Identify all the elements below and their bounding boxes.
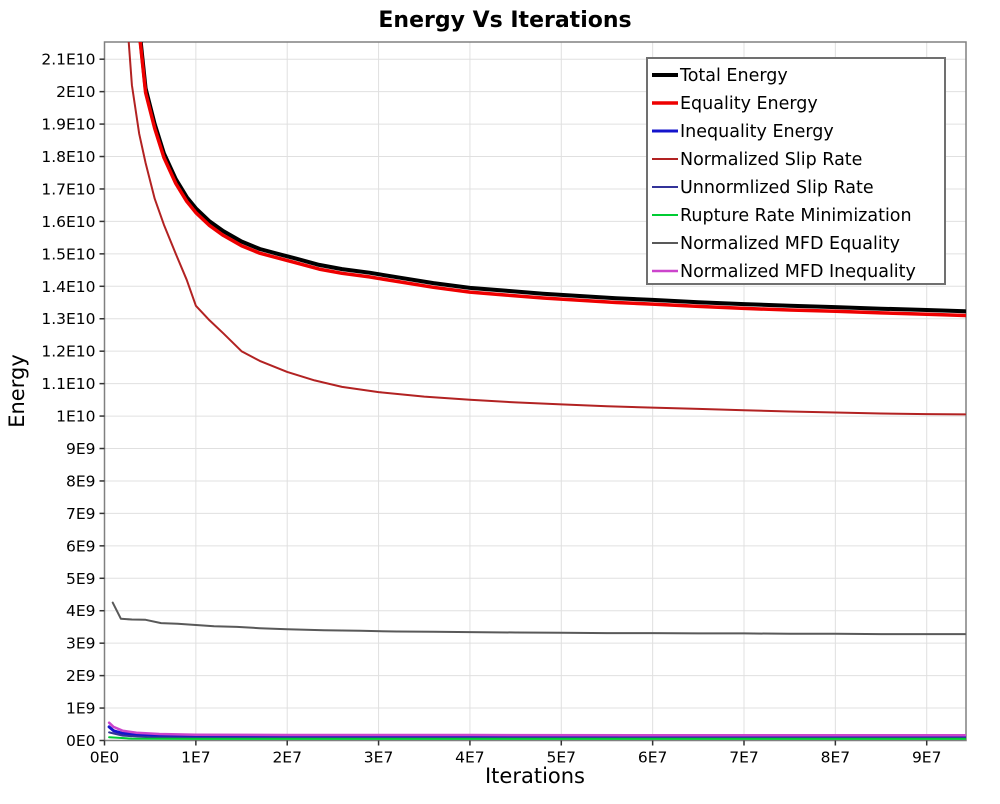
y-tick-label: 2E10 [56, 83, 95, 101]
legend-label-unnormlized-slip-rate: Unnormlized Slip Rate [680, 178, 874, 198]
legend-label-normalized-mfd-inequality: Normalized MFD Inequality [680, 262, 916, 282]
y-tick-label: 7E9 [66, 505, 96, 523]
y-tick-label: 4E9 [66, 602, 96, 620]
y-tick-label: 1.3E10 [41, 310, 95, 328]
axis-ticks [99, 58, 928, 746]
legend-label-equality-energy: Equality Energy [680, 94, 818, 114]
legend-label-total-energy: Total Energy [679, 66, 788, 86]
y-tick-label: 1E10 [56, 408, 95, 426]
x-tick-label: 0E0 [90, 749, 120, 767]
y-tick-label: 5E9 [66, 570, 96, 588]
y-tick-label: 1.7E10 [41, 180, 95, 198]
legend-item-rupture-rate-minimization: Rupture Rate Minimization [652, 206, 912, 226]
legend-label-inequality-energy: Inequality Energy [680, 122, 834, 142]
y-tick-label: 1.9E10 [41, 116, 95, 134]
y-tick-label: 8E9 [66, 472, 96, 490]
x-tick-label: 5E7 [547, 749, 577, 767]
x-tick-label: 7E7 [729, 749, 759, 767]
y-tick-label: 1.1E10 [41, 375, 95, 393]
legend-item-total-energy: Total Energy [652, 66, 788, 86]
series-line-equality-energy [138, 42, 966, 318]
x-tick-label: 4E7 [455, 749, 485, 767]
legend: Total Energy Equality Energy Inequality En… [646, 57, 946, 285]
y-axis-label: Energy [5, 354, 29, 428]
plot-border [103, 41, 967, 742]
legend-item-normalized-slip-rate: Normalized Slip Rate [652, 150, 862, 170]
legend-label-normalized-slip-rate: Normalized Slip Rate [680, 150, 862, 170]
x-axis-label: Iterations [485, 764, 585, 788]
y-tick-label: 2.1E10 [41, 51, 95, 69]
axis-tick-labels: 0E0 1E7 2E7 3E7 4E7 5E7 6E7 7E7 8E7 9E7 0E0 1E9 2E9 3… [41, 51, 941, 767]
series-line-normalized-mfd-inequality [107, 721, 966, 737]
x-tick-label: 8E7 [821, 749, 851, 767]
x-tick-label: 1E7 [181, 749, 211, 767]
y-tick-label: 3E9 [66, 635, 96, 653]
series-line-total-energy [138, 42, 966, 314]
y-tick-label: 1E9 [66, 700, 96, 718]
legend-item-normalized-mfd-equality: Normalized MFD Equality [652, 234, 900, 254]
legend-item-normalized-mfd-inequality: Normalized MFD Inequality [652, 262, 916, 282]
x-tick-label: 6E7 [638, 749, 668, 767]
legend-item-equality-energy: Equality Energy [652, 94, 818, 114]
y-tick-label: 0E0 [66, 732, 96, 750]
legend-label-normalized-mfd-equality: Normalized MFD Equality [680, 234, 900, 254]
legend-item-inequality-energy: Inequality Energy [652, 122, 834, 142]
chart-title: Energy Vs Iterations [378, 8, 631, 33]
y-tick-label: 1.2E10 [41, 343, 95, 361]
series-line-normalized-slip-rate [127, 42, 966, 416]
y-tick-label: 1.4E10 [41, 278, 95, 296]
x-tick-label: 9E7 [912, 749, 942, 767]
legend-label-rupture-rate-minimization: Rupture Rate Minimization [680, 206, 912, 226]
series-line-rupture-rate-minimization [108, 736, 966, 740]
x-tick-label: 2E7 [272, 749, 302, 767]
legend-box [646, 57, 946, 285]
y-tick-label: 9E9 [66, 440, 96, 458]
y-tick-label: 2E9 [66, 667, 96, 685]
y-tick-label: 1.5E10 [41, 245, 95, 263]
y-tick-label: 1.6E10 [41, 213, 95, 231]
y-tick-label: 1.8E10 [41, 148, 95, 166]
series-lines [107, 42, 966, 740]
y-tick-label: 6E9 [66, 537, 96, 555]
series-line-normalized-mfd-equality [111, 601, 966, 636]
legend-item-unnormlized-slip-rate: Unnormlized Slip Rate [652, 178, 874, 198]
x-tick-label: 3E7 [364, 749, 394, 767]
